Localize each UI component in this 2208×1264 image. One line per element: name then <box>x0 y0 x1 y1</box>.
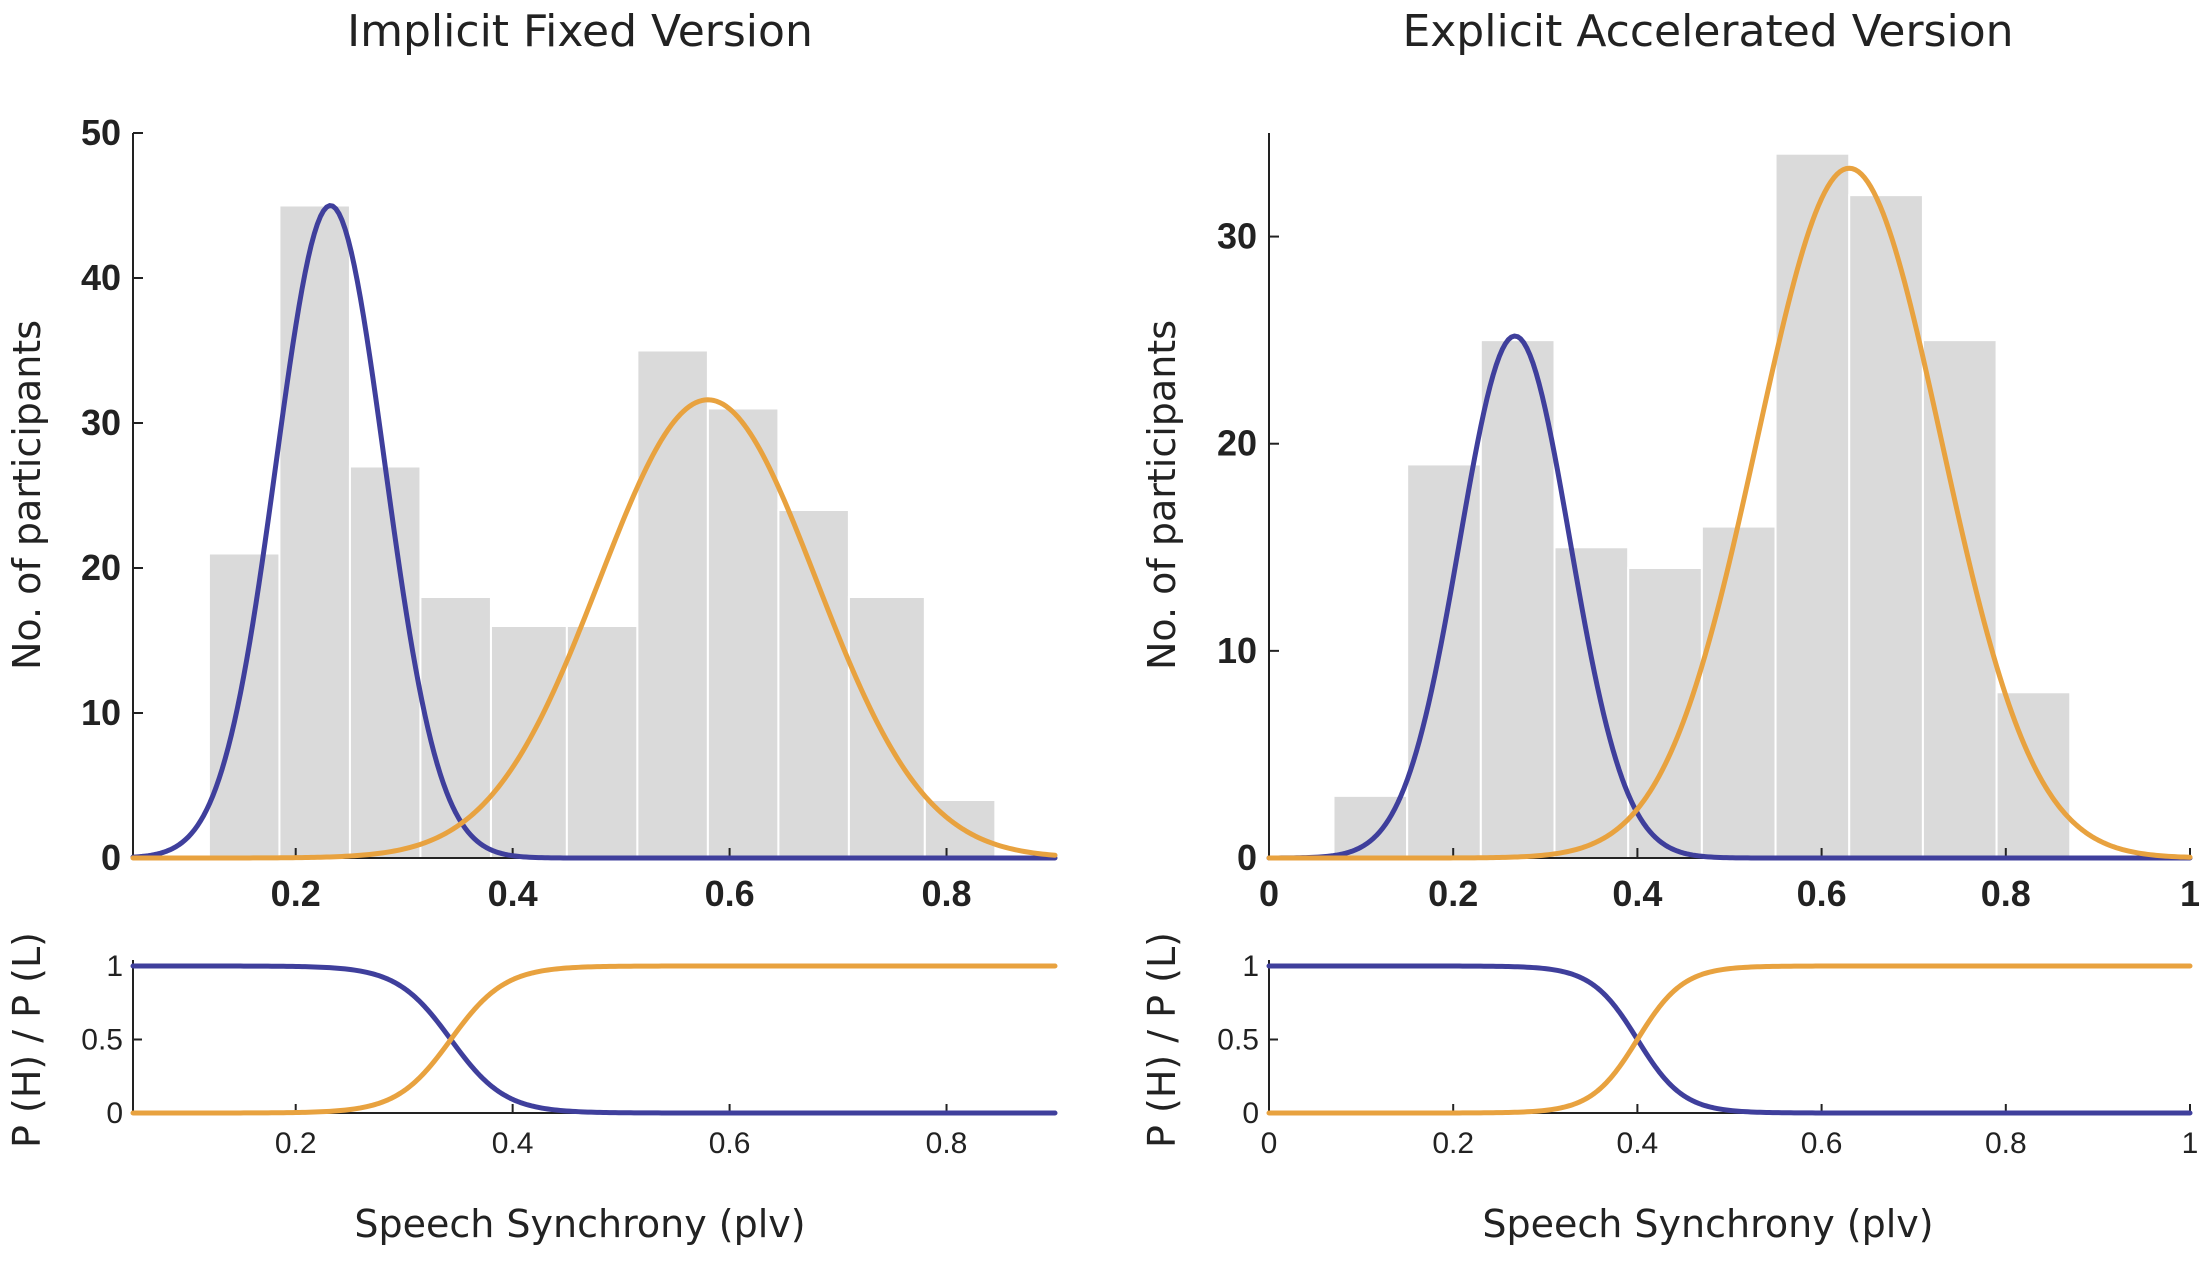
x-tick-label: 0 <box>1261 1127 1278 1160</box>
y-tick-label: 20 <box>81 547 121 588</box>
posterior-right: 0 0.5 1 0 0.2 0.4 0.6 0.8 1 <box>1217 950 2198 1160</box>
x-tick-label: 0.8 <box>926 1127 968 1160</box>
y-tick-label: 40 <box>81 257 121 298</box>
bar <box>278 204 351 859</box>
y-tick-label: 0 <box>101 837 121 878</box>
bar <box>565 625 639 859</box>
y-tick-label: 0 <box>1242 1097 1259 1130</box>
x-tick-label: 0.6 <box>1797 873 1847 914</box>
posterior-curve-PL <box>130 963 1058 1116</box>
bar <box>1995 691 2072 859</box>
right-ylabel: No. of participants <box>1140 320 1184 670</box>
x-tick-label: 0.4 <box>1617 1127 1659 1160</box>
fit-curve-high-synchrony-fit <box>1266 165 2193 861</box>
bar <box>1406 463 1482 859</box>
y-tick-label: 1 <box>1242 950 1259 983</box>
left-ylabel: No. of participants <box>5 320 49 670</box>
left-posterior-ylabel: P (H) / P (L) <box>5 932 49 1148</box>
bar <box>847 596 926 859</box>
y-tick-label: 1 <box>106 950 123 983</box>
x-tick-label: 0.8 <box>922 873 972 914</box>
y-tick-label: 50 <box>81 112 121 153</box>
y-tick-label: 0.5 <box>81 1024 123 1057</box>
x-tick-label: 0.8 <box>1985 1127 2027 1160</box>
x-tick-label: 0.6 <box>709 1127 751 1160</box>
y-tick-label: 30 <box>81 402 121 443</box>
bar <box>1332 794 1409 859</box>
right-panel-title: Explicit Accelerated Version <box>1402 6 2013 57</box>
left-xlabel: Speech Synchrony (plv) <box>354 1202 805 1246</box>
bar <box>706 407 780 859</box>
y-tick-label: 30 <box>1217 216 1257 257</box>
bar <box>1774 152 1851 859</box>
right-posterior-ylabel: P (H) / P (L) <box>1140 932 1184 1148</box>
bar <box>1921 339 1998 859</box>
y-tick-label: 20 <box>1217 423 1257 464</box>
y-tick-label: 10 <box>81 692 121 733</box>
x-tick-label: 0.6 <box>705 873 755 914</box>
bar <box>1700 525 1777 859</box>
posterior-left: 0 0.5 1 0.2 0.4 0.6 0.8 <box>81 950 1058 1160</box>
posterior-curve-PH <box>1266 963 2193 1116</box>
right-xlabel: Speech Synchrony (plv) <box>1482 1202 1933 1246</box>
x-tick-label: 0.2 <box>275 1127 317 1160</box>
x-tick-label: 0.6 <box>1801 1127 1843 1160</box>
bar <box>348 465 422 859</box>
bar <box>1848 194 1924 859</box>
y-tick-label: 0.5 <box>1217 1024 1259 1057</box>
x-tick-label: 0.4 <box>1612 873 1662 914</box>
histogram-right: 0 10 20 30 0 0.2 0.4 0.6 0.8 1 <box>1217 133 2200 914</box>
posterior-curve-PH <box>130 963 1058 1116</box>
histogram-left: 0 10 20 30 40 50 0.2 0.4 0.6 0.8 <box>81 112 1058 914</box>
x-tick-label: 0.2 <box>1432 1127 1474 1160</box>
bar <box>1479 339 1556 859</box>
bar <box>419 596 492 859</box>
bar <box>207 552 281 859</box>
x-tick-label: 1 <box>2180 873 2200 914</box>
x-tick-label: 0.4 <box>492 1127 534 1160</box>
x-tick-label: 0.2 <box>271 873 321 914</box>
left-panel-title: Implicit Fixed Version <box>347 6 813 57</box>
x-tick-label: 0.4 <box>488 873 538 914</box>
posterior-curve-PL <box>1266 963 2193 1116</box>
x-tick-label: 0 <box>1259 873 1279 914</box>
x-tick-label: 1 <box>2182 1127 2199 1160</box>
fit-curve-low-synchrony-fit <box>130 203 1058 861</box>
bar <box>1553 546 1630 859</box>
x-tick-label: 0.2 <box>1428 873 1478 914</box>
y-tick-label: 0 <box>106 1097 123 1130</box>
fit-curve-high-synchrony-fit <box>130 397 1058 861</box>
y-tick-label: 0 <box>1237 837 1257 878</box>
x-tick-label: 0.8 <box>1981 873 2031 914</box>
y-tick-label: 10 <box>1217 630 1257 671</box>
bar <box>777 509 850 859</box>
fit-curve-low-synchrony-fit <box>1266 333 2193 861</box>
